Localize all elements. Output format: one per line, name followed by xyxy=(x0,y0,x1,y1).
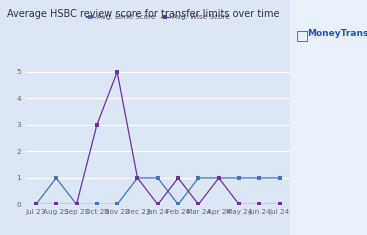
Text: Average HSBC review score for transfer limits over time: Average HSBC review score for transfer l… xyxy=(7,9,280,20)
Text: □: □ xyxy=(296,28,309,42)
Text: MoneyTransfers.com: MoneyTransfers.com xyxy=(307,29,367,38)
Legend: Avg. Limit Score, Avg. Wise Score: Avg. Limit Score, Avg. Wise Score xyxy=(83,11,233,23)
